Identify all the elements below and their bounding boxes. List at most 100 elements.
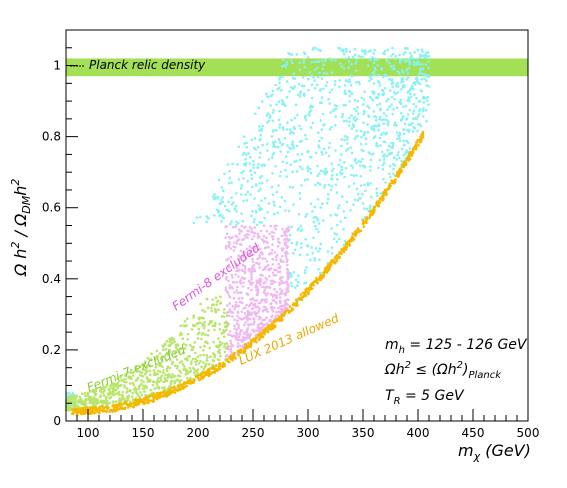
cyan-point: [304, 118, 308, 122]
cyan-point: [377, 166, 380, 170]
fermi7-point: [128, 382, 132, 385]
cyan-point: [251, 210, 254, 213]
x-axis-label: mχ (GeV): [458, 441, 531, 463]
fermi8-point: [232, 296, 236, 300]
cyan-point: [307, 113, 311, 116]
fermi7-point: [201, 308, 204, 312]
lux-point: [114, 404, 117, 408]
fermi7-point: [223, 308, 226, 311]
cyan-point: [403, 122, 407, 126]
cyan-point: [427, 103, 430, 106]
cyan-point: [218, 202, 222, 206]
fermi7-point: [115, 400, 118, 403]
cyan-point: [354, 69, 358, 72]
cyan-point: [424, 96, 427, 100]
cyan-point: [220, 220, 223, 223]
cyan-point: [380, 150, 384, 154]
cyan-point: [373, 58, 376, 62]
fermi8-point: [245, 330, 249, 334]
cyan-point: [396, 137, 399, 141]
fermi7-point: [142, 363, 145, 367]
cyan-point: [317, 60, 321, 63]
cyan-point: [291, 87, 295, 90]
cyan-point: [330, 169, 334, 173]
cyan-point: [291, 76, 295, 80]
fermi7-point: [86, 391, 90, 395]
cyan-point: [382, 112, 386, 115]
fermi7-point: [100, 400, 103, 403]
cyan-point: [293, 85, 297, 88]
cyan-point: [310, 61, 313, 64]
lux-point: [318, 275, 322, 279]
fermi7-point: [165, 359, 168, 362]
cyan-point: [413, 81, 417, 84]
fermi8-point: [228, 286, 232, 290]
fermi7-point: [217, 308, 220, 312]
lux-point: [81, 412, 85, 415]
fermi8-point: [274, 255, 278, 259]
cyan-point: [368, 169, 372, 172]
fermi8-point: [244, 321, 247, 324]
cyan-point: [298, 197, 302, 201]
fermi8-point: [267, 245, 270, 249]
cyan-point: [335, 214, 339, 217]
lux-point: [202, 375, 205, 379]
cyan-point: [353, 98, 357, 102]
cyan-point: [307, 88, 310, 92]
fermi8-point: [265, 298, 268, 301]
fermi7-point: [114, 392, 118, 396]
fermi7-point: [91, 390, 95, 393]
fermi7-point: [189, 362, 193, 366]
cyan-point: [405, 118, 408, 121]
fermi8-point: [274, 293, 277, 297]
fermi7-point: [74, 398, 77, 402]
cyan-point: [405, 151, 408, 155]
cyan-point: [344, 57, 348, 60]
fermi8-point: [286, 252, 290, 255]
cyan-point: [277, 118, 281, 122]
fermi7-point: [215, 303, 218, 306]
lux-point: [278, 319, 282, 323]
fermi8-point: [242, 250, 246, 253]
fermi8-point: [271, 279, 275, 283]
fermi8-point: [263, 318, 267, 322]
cyan-point: [366, 104, 369, 108]
fermi7-point: [211, 352, 215, 355]
lux-point: [380, 196, 383, 199]
fermi8-point: [256, 232, 260, 236]
cyan-point: [250, 173, 253, 177]
fermi8-point: [271, 271, 275, 275]
lux-point: [318, 277, 322, 281]
info-omega: Ωh2 ≤ (Ωh2)Planck: [384, 360, 502, 381]
lux-point: [176, 384, 180, 388]
cyan-point: [285, 175, 289, 178]
fermi7-point: [77, 398, 80, 402]
fermi8-point: [250, 278, 253, 281]
fermi8-point: [285, 306, 289, 310]
lux-point: [221, 365, 224, 368]
fermi7-point: [131, 374, 135, 377]
fermi7-point: [184, 373, 187, 376]
cyan-point: [254, 183, 258, 186]
cyan-point: [274, 83, 277, 87]
fermi8-point: [256, 305, 260, 309]
cyan-point: [416, 78, 419, 82]
fermi7-point: [159, 363, 162, 366]
fermi8-point: [281, 227, 284, 231]
fermi8-point: [247, 335, 250, 339]
cyan-point: [347, 185, 351, 188]
fermi8-point: [245, 233, 249, 236]
cyan-point: [314, 247, 318, 250]
cyan-point: [392, 156, 396, 160]
cyan-point: [305, 137, 308, 141]
fermi8-point: [270, 230, 274, 234]
fermi7-point: [204, 333, 207, 337]
cyan-point: [409, 52, 412, 55]
cyan-point: [361, 103, 365, 106]
fermi7-point: [156, 354, 159, 358]
cyan-point: [222, 189, 225, 192]
lux-point: [353, 232, 357, 235]
cyan-point: [267, 202, 271, 205]
fermi8-point: [255, 261, 258, 265]
fermi8-point: [230, 285, 233, 289]
